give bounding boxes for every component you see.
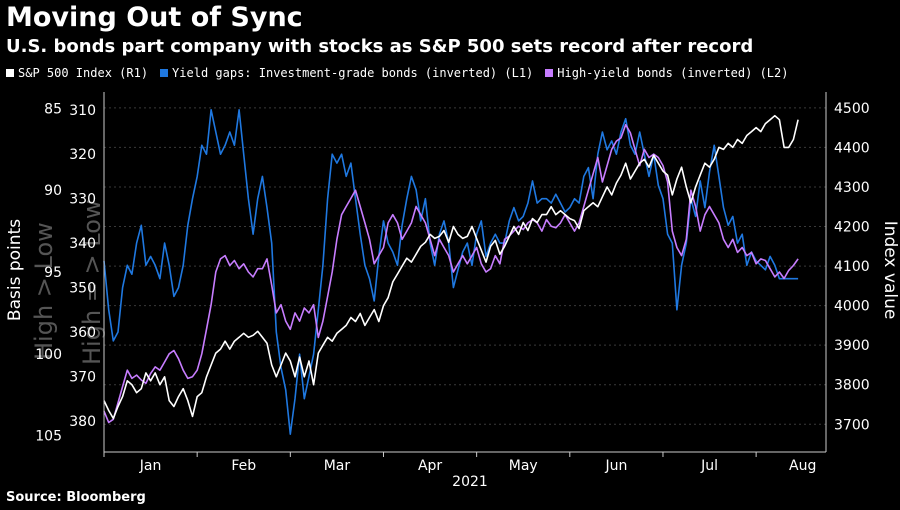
left-axis-label: Basis points	[5, 219, 25, 321]
left-tick-label-l1: 320	[69, 147, 96, 163]
x-tick-label-jan: Jan	[139, 458, 162, 474]
x-tick-label-mar: Mar	[324, 458, 351, 474]
x-axis-label: 2021	[452, 474, 488, 490]
x-tick-label-aug: Aug	[789, 458, 816, 474]
right-tick-label: 4400	[834, 140, 870, 156]
right-tick-label: 3900	[834, 338, 870, 354]
legend-item-high-yield: High-yield bonds (inverted) (L2)	[545, 66, 788, 80]
left-tick-label-l2: 100	[35, 347, 62, 363]
right-tick-label: 4300	[834, 180, 870, 196]
grid-lines	[104, 107, 826, 425]
axes: 3700 3800 3900 4000 4100 4200 4300 4400 4500 310 3…	[35, 92, 870, 474]
chart-legend: S&P 500 Index (R1) Yield gaps: Investmen…	[6, 66, 788, 80]
right-tick-label: 3800	[834, 378, 870, 394]
x-tick-label-feb: Feb	[231, 458, 256, 474]
series-line-2	[103, 123, 799, 424]
x-tick-label-jun: Jun	[604, 458, 627, 474]
series-line-0	[103, 114, 799, 420]
x-tick-label-jul: Jul	[700, 458, 718, 474]
source-note: Source: Bloomberg	[6, 490, 146, 505]
left-tick-label-l2: 95	[44, 265, 62, 281]
x-tick-label-apr: Apr	[418, 458, 442, 474]
series-line-1	[103, 109, 799, 435]
legend-swatch-high-yield	[545, 69, 554, 77]
left-tick-label-l1: 310	[69, 103, 96, 119]
chart-title: Moving Out of Sync	[6, 2, 303, 33]
right-tick-label: 4200	[834, 220, 870, 236]
legend-label-high-yield: High-yield bonds (inverted) (L2)	[557, 66, 789, 80]
watermark-inner: High = > Low	[78, 199, 106, 365]
right-tick-label: 4500	[834, 101, 870, 117]
chart-subtitle: U.S. bonds part company with stocks as S…	[6, 36, 754, 57]
left-tick-label-l2: 105	[35, 429, 62, 445]
legend-label-sp500: S&P 500 Index (R1)	[18, 66, 149, 80]
left-tick-label-l1: 350	[69, 281, 96, 297]
left-tick-label-l1: 360	[69, 325, 96, 341]
right-tick-label: 4100	[834, 259, 870, 275]
left-tick-label-l2: 85	[44, 101, 62, 117]
left-tick-label-l2: 90	[44, 183, 62, 199]
series-lines	[103, 109, 799, 435]
legend-swatch-sp500	[6, 69, 14, 77]
watermark-left: High > Low	[30, 222, 58, 360]
legend-item-sp500: S&P 500 Index (R1)	[6, 66, 148, 80]
legend-swatch-investment-grade	[160, 69, 169, 77]
left-tick-label-l1: 330	[69, 192, 96, 208]
right-axis-label: Index value	[880, 221, 900, 320]
left-tick-label-l1: 370	[69, 369, 96, 385]
right-tick-label: 3700	[834, 417, 870, 433]
watermark: High > Low High = > Low	[30, 199, 106, 365]
left-tick-label-l1: 380	[69, 414, 96, 430]
legend-item-investment-grade: Yield gaps: Investment-grade bonds (inve…	[160, 66, 533, 80]
right-tick-label: 4000	[834, 299, 870, 315]
x-tick-label-may: May	[509, 458, 538, 474]
left-tick-label-l1: 340	[69, 236, 96, 252]
legend-label-investment-grade: Yield gaps: Investment-grade bonds (inve…	[172, 66, 534, 80]
